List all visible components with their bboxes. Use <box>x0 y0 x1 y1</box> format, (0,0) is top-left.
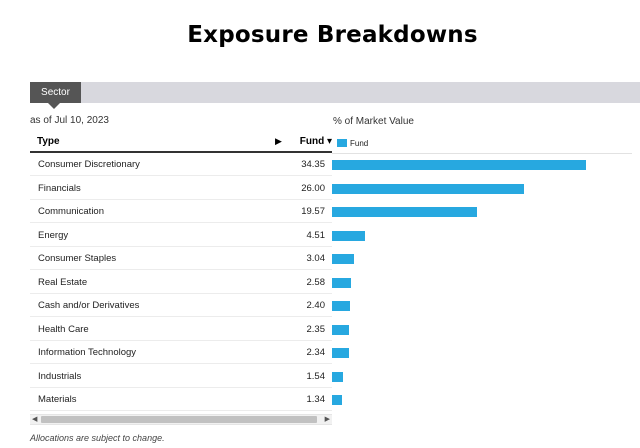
row-divider <box>30 269 332 270</box>
row-type-label: Materials <box>38 394 77 405</box>
chart-axis-label: % of Market Value <box>333 116 414 127</box>
row-fund-value: 2.58 <box>306 276 326 288</box>
row-divider <box>30 363 332 364</box>
table-row: Health Care 2.35 <box>30 318 332 341</box>
row-type-label: Energy <box>38 229 69 241</box>
row-fund-value: 2.34 <box>306 347 326 358</box>
row-fund-value: 1.54 <box>306 370 326 382</box>
table-row: Consumer Staples 3.04 <box>30 247 332 270</box>
row-fund-value: 3.04 <box>306 253 326 264</box>
horizontal-scrollbar[interactable]: ◀ ▶ <box>30 414 332 425</box>
row-divider <box>30 339 332 341</box>
scrollbar-thumb[interactable] <box>41 416 317 423</box>
row-type-label: Cash and/or Derivatives <box>38 300 140 311</box>
row-fund-value: 2.40 <box>306 300 326 311</box>
row-divider <box>30 198 332 200</box>
table-row: Communication 19.57 <box>30 200 332 223</box>
fund-bar <box>332 207 477 217</box>
row-type-label: Consumer Discretionary <box>38 159 140 170</box>
scroll-right-arrow-icon[interactable]: ▶ <box>324 416 330 423</box>
table-row: Cash and/or Derivatives 2.40 <box>30 294 332 317</box>
fund-bar <box>332 183 525 194</box>
fund-bar <box>332 230 366 241</box>
row-type-label: Consumer Staples <box>38 253 117 264</box>
row-divider <box>30 175 332 176</box>
fund-bar <box>332 277 352 288</box>
footnote: Allocations are subject to change. <box>30 433 165 443</box>
fund-bar <box>332 324 350 335</box>
row-divider <box>30 245 332 247</box>
fund-bar <box>332 395 342 405</box>
row-fund-value: 19.57 <box>301 206 325 217</box>
row-fund-value: 34.35 <box>301 159 325 170</box>
fund-bar <box>332 301 350 311</box>
row-type-label: Health Care <box>38 323 89 335</box>
table-row: Industrials 1.54 <box>30 365 332 388</box>
chart-header-divider <box>332 153 632 154</box>
page-title: Exposure Breakdowns <box>187 22 478 48</box>
table-row: Consumer Discretionary 34.35 <box>30 153 332 176</box>
row-fund-value: 2.35 <box>306 323 326 335</box>
column-header-fund[interactable]: Fund ▾ <box>299 136 332 147</box>
row-type-label: Information Technology <box>38 347 137 358</box>
table-row: Energy 4.51 <box>30 224 332 247</box>
row-type-label: Financials <box>38 182 81 194</box>
table-header: Type ▶ Fund ▾ <box>30 133 332 153</box>
tab-sector[interactable]: Sector <box>30 82 81 109</box>
table-row: Financials 26.00 <box>30 177 332 200</box>
expand-arrow-icon[interactable]: ▶ <box>275 136 282 146</box>
row-type-label: Real Estate <box>38 276 88 288</box>
row-type-label: Industrials <box>38 370 82 382</box>
row-divider <box>30 316 332 317</box>
table-row: Information Technology 2.34 <box>30 341 332 364</box>
chart-legend: Fund <box>337 139 368 148</box>
row-divider <box>30 386 332 388</box>
scroll-left-arrow-icon[interactable]: ◀ <box>32 416 38 423</box>
fund-bar <box>332 371 344 382</box>
fund-bar <box>332 348 350 358</box>
row-divider <box>30 292 332 294</box>
as-of-date: as of Jul 10, 2023 <box>30 115 109 126</box>
legend-label: Fund <box>350 139 369 148</box>
row-fund-value: 4.51 <box>306 229 326 241</box>
tab-bar <box>30 82 640 103</box>
table-row: Materials 1.34 <box>30 388 332 411</box>
legend-swatch <box>337 139 347 147</box>
row-fund-value: 26.00 <box>301 182 325 194</box>
row-type-label: Communication <box>38 206 104 217</box>
table-row: Real Estate 2.58 <box>30 271 332 294</box>
fund-bar <box>332 160 586 170</box>
row-divider <box>30 410 332 411</box>
row-fund-value: 1.34 <box>306 394 326 405</box>
fund-bar <box>332 254 355 264</box>
column-header-type[interactable]: Type <box>37 136 60 147</box>
row-divider <box>30 222 332 223</box>
